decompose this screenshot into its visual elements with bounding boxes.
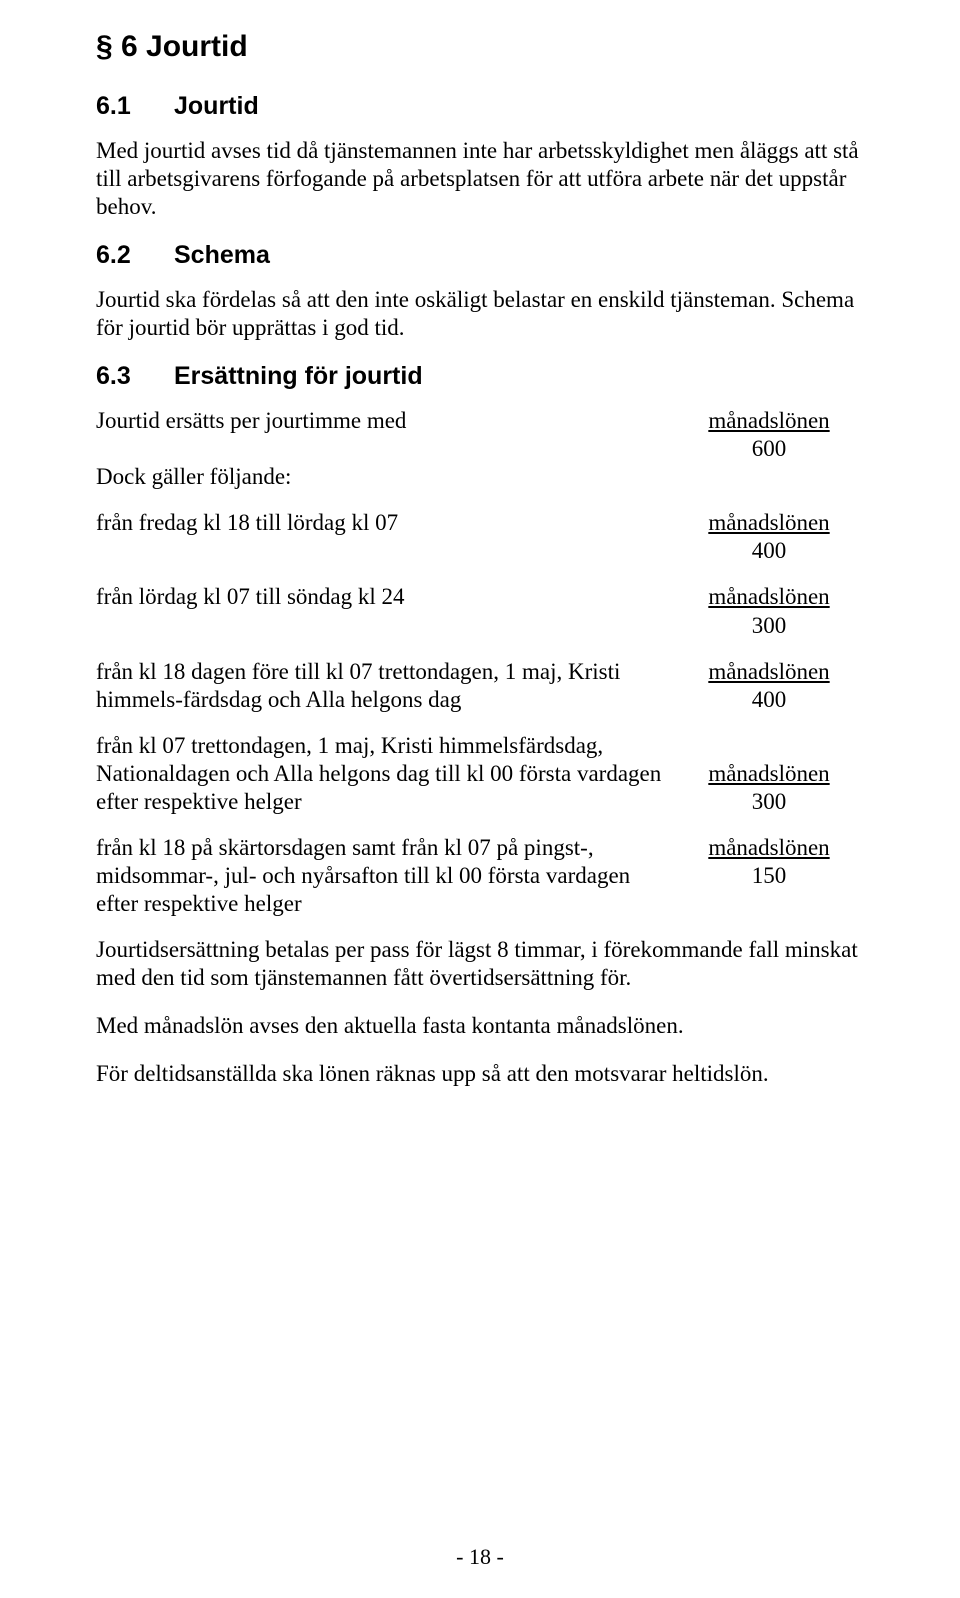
section-title: Jourtid xyxy=(174,92,259,120)
section-6-2-heading: 6.2Schema xyxy=(96,241,864,270)
page-number: - 18 - xyxy=(0,1544,960,1570)
compensation-table: Jourtid ersätts per jourtimme med månads… xyxy=(96,407,864,918)
table-row: Jourtid ersätts per jourtimme med månads… xyxy=(96,407,864,463)
table-row: från kl 18 dagen före till kl 07 tretton… xyxy=(96,658,864,714)
salary-label: månadslönen xyxy=(708,408,829,433)
salary-label: månadslönen xyxy=(708,835,829,860)
salary-denom: 400 xyxy=(752,538,787,563)
section-6-heading: § 6 Jourtid xyxy=(96,30,864,64)
row-left: från kl 18 på skärtorsdagen samt från kl… xyxy=(96,834,674,918)
row-left: från kl 18 dagen före till kl 07 tretton… xyxy=(96,658,674,714)
salary-denom: 300 xyxy=(752,613,787,638)
paragraph-after-1: Jourtidsersättning betalas per pass för … xyxy=(96,936,864,992)
paragraph-6-1: Med jourtid avses tid då tjänstemannen i… xyxy=(96,137,864,221)
paragraph-6-2: Jourtid ska fördelas så att den inte osk… xyxy=(96,286,864,342)
salary-label: månadslönen xyxy=(708,761,829,786)
section-number: 6.2 xyxy=(96,241,174,270)
row-left: Jourtid ersätts per jourtimme med xyxy=(96,407,674,435)
salary-label: månadslönen xyxy=(708,584,829,609)
row-right: månadslönen 400 xyxy=(674,509,864,565)
salary-denom: 150 xyxy=(752,863,787,888)
salary-denom: 400 xyxy=(752,687,787,712)
row-right: månadslönen 150 xyxy=(674,834,864,890)
page: § 6 Jourtid 6.1Jourtid Med jourtid avses… xyxy=(0,0,960,1598)
salary-label: månadslönen xyxy=(708,659,829,684)
salary-label: månadslönen xyxy=(708,510,829,535)
row-left: från kl 07 trettondagen, 1 maj, Kristi h… xyxy=(96,732,674,816)
paragraph-after-2: Med månadslön avses den aktuella fasta k… xyxy=(96,1012,864,1040)
row-left: från lördag kl 07 till söndag kl 24 xyxy=(96,583,674,611)
paragraph-after-3: För deltidsanställda ska lönen räknas up… xyxy=(96,1060,864,1088)
table-row: från kl 07 trettondagen, 1 maj, Kristi h… xyxy=(96,732,864,816)
section-number: 6.1 xyxy=(96,92,174,121)
section-number: 6.3 xyxy=(96,362,174,391)
row-right: månadslönen 400 xyxy=(674,658,864,714)
section-6-1-heading: 6.1Jourtid xyxy=(96,92,864,121)
table-row: från fredag kl 18 till lördag kl 07 måna… xyxy=(96,509,864,565)
row-right: månadslönen 300 xyxy=(674,583,864,639)
row-right: månadslönen 600 xyxy=(674,407,864,463)
table-row: från kl 18 på skärtorsdagen samt från kl… xyxy=(96,834,864,918)
salary-denom: 600 xyxy=(752,436,787,461)
row-right: månadslönen 300 xyxy=(674,732,864,816)
table-row: från lördag kl 07 till söndag kl 24 måna… xyxy=(96,583,864,639)
section-title: Ersättning för jourtid xyxy=(174,362,423,390)
section-title: Schema xyxy=(174,241,270,269)
table-row: Dock gäller följande: xyxy=(96,463,864,491)
row-left: från fredag kl 18 till lördag kl 07 xyxy=(96,509,674,537)
salary-denom: 300 xyxy=(752,789,787,814)
row-left: Dock gäller följande: xyxy=(96,463,674,491)
section-6-3-heading: 6.3Ersättning för jourtid xyxy=(96,362,864,391)
